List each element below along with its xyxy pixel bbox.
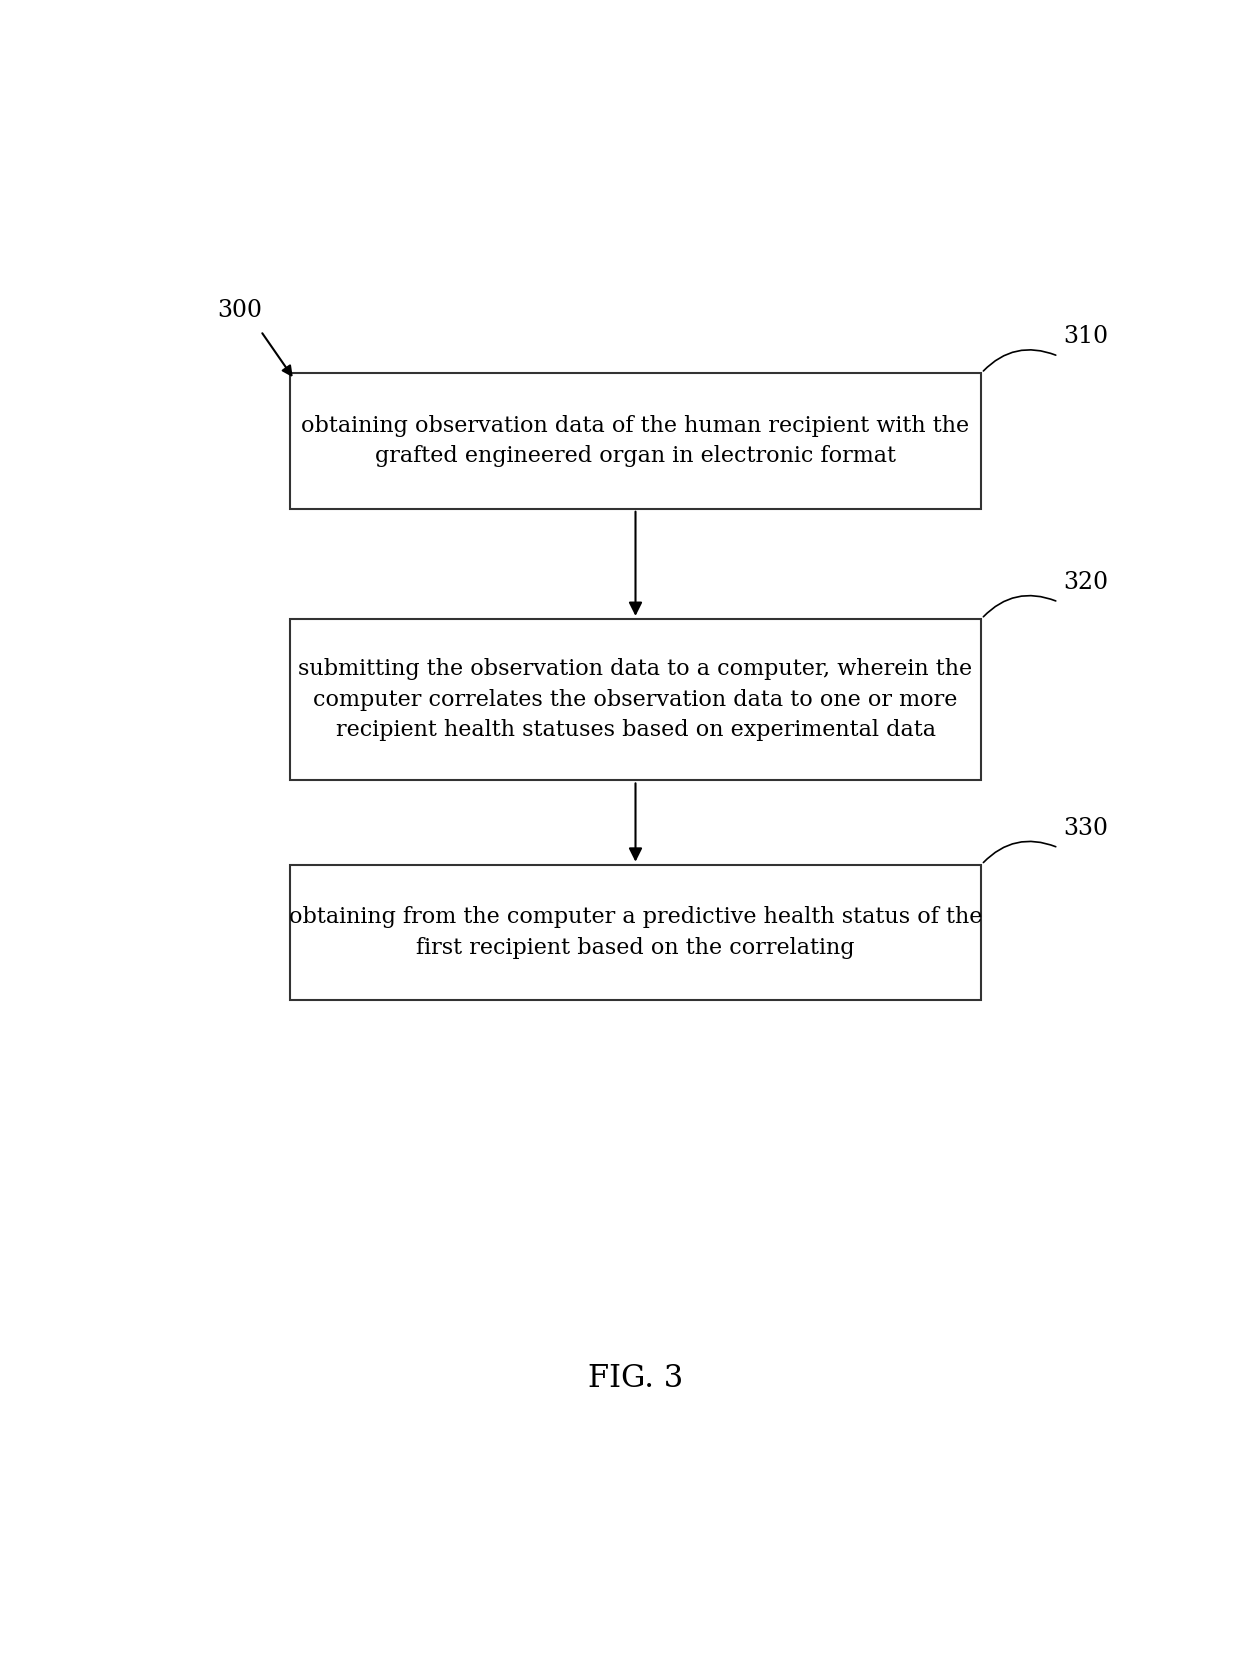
Text: 330: 330 — [1063, 816, 1109, 840]
Text: FIG. 3: FIG. 3 — [588, 1362, 683, 1394]
FancyBboxPatch shape — [290, 618, 982, 781]
Text: 310: 310 — [1063, 326, 1109, 348]
FancyBboxPatch shape — [290, 865, 982, 1000]
FancyBboxPatch shape — [290, 373, 982, 509]
Text: 320: 320 — [1063, 571, 1109, 595]
Text: obtaining observation data of the human recipient with the
grafted engineered or: obtaining observation data of the human … — [301, 415, 970, 467]
Text: obtaining from the computer a predictive health status of the
first recipient ba: obtaining from the computer a predictive… — [289, 906, 982, 959]
Text: submitting the observation data to a computer, wherein the
computer correlates t: submitting the observation data to a com… — [299, 659, 972, 741]
Text: 300: 300 — [217, 299, 263, 321]
